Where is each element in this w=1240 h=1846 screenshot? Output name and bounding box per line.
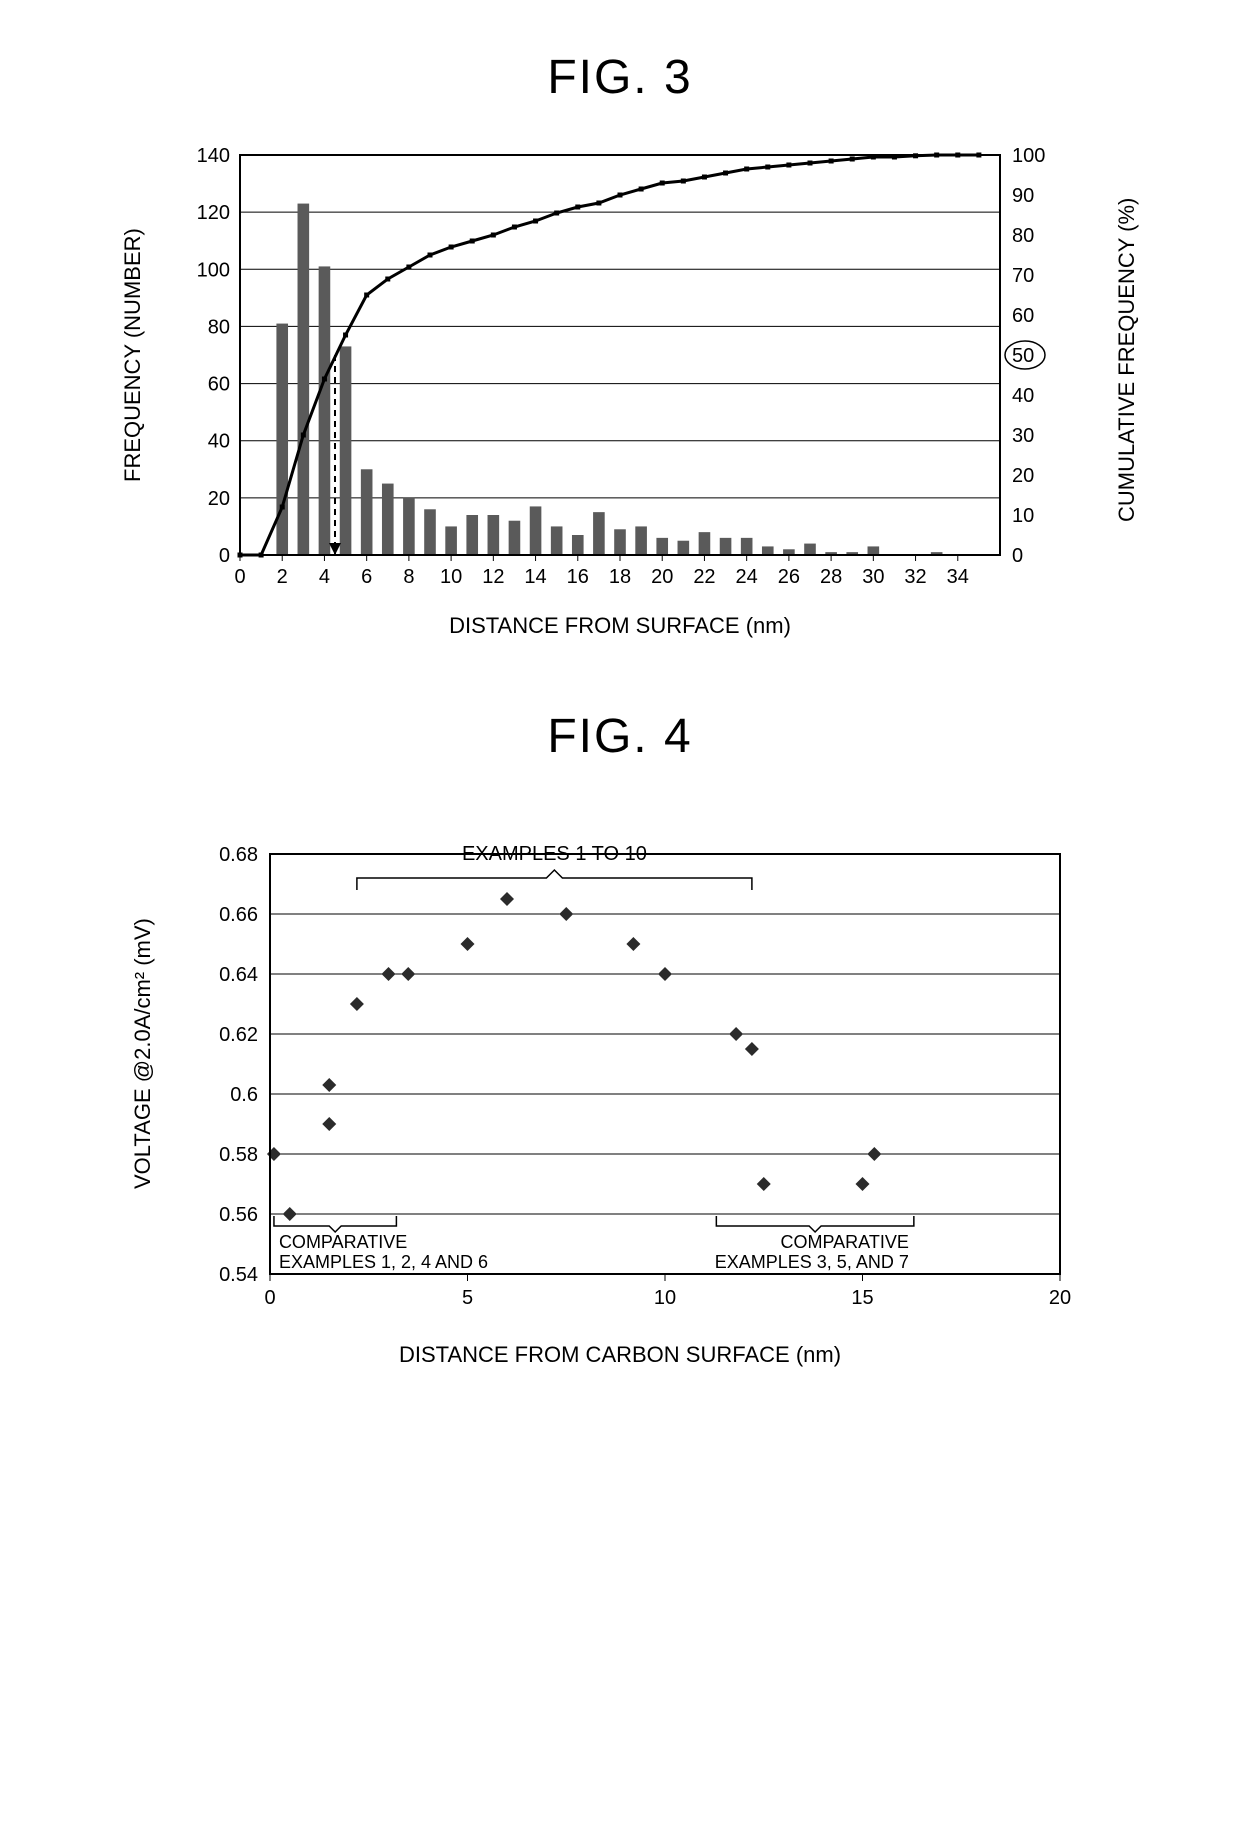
fig3-yr-label: CUMULATIVE FREQUENCY (%) (1114, 195, 1140, 525)
svg-text:30: 30 (862, 566, 884, 588)
svg-text:COMPARATIVE: COMPARATIVE (780, 1232, 908, 1252)
svg-text:100: 100 (197, 259, 230, 281)
fig4-chart: VOLTAGE @2.0A/cm² (mV) 0.540.560.580.60.… (130, 794, 1110, 1368)
svg-text:20: 20 (208, 488, 230, 510)
fig3-svg: 0204060801001201400102030405060708090100… (130, 135, 1110, 605)
svg-text:40: 40 (1012, 385, 1034, 407)
svg-text:10: 10 (1012, 505, 1034, 527)
svg-text:0.6: 0.6 (230, 1084, 258, 1106)
svg-text:EXAMPLES 1, 2, 4 AND 6: EXAMPLES 1, 2, 4 AND 6 (279, 1252, 488, 1272)
svg-text:COMPARATIVE: COMPARATIVE (279, 1232, 407, 1252)
svg-text:80: 80 (208, 316, 230, 338)
svg-text:4: 4 (319, 566, 330, 588)
svg-text:14: 14 (524, 566, 546, 588)
svg-text:120: 120 (197, 202, 230, 224)
svg-text:12: 12 (482, 566, 504, 588)
svg-text:34: 34 (947, 566, 969, 588)
svg-text:60: 60 (1012, 305, 1034, 327)
svg-text:0: 0 (219, 545, 230, 567)
svg-text:70: 70 (1012, 265, 1034, 287)
svg-text:80: 80 (1012, 225, 1034, 247)
svg-text:32: 32 (904, 566, 926, 588)
svg-text:10: 10 (654, 1287, 676, 1309)
svg-text:0.62: 0.62 (219, 1024, 258, 1046)
svg-text:20: 20 (1012, 465, 1034, 487)
svg-text:40: 40 (208, 431, 230, 453)
svg-text:0.54: 0.54 (219, 1264, 258, 1286)
svg-text:0: 0 (234, 566, 245, 588)
svg-text:90: 90 (1012, 185, 1034, 207)
svg-text:50: 50 (1012, 345, 1034, 367)
svg-text:100: 100 (1012, 145, 1045, 167)
svg-text:22: 22 (693, 566, 715, 588)
svg-text:5: 5 (462, 1287, 473, 1309)
svg-text:28: 28 (820, 566, 842, 588)
svg-text:2: 2 (277, 566, 288, 588)
svg-text:140: 140 (197, 145, 230, 167)
svg-text:0: 0 (264, 1287, 275, 1309)
svg-text:6: 6 (361, 566, 372, 588)
fig4-y-label: VOLTAGE @2.0A/cm² (mV) (130, 894, 156, 1214)
svg-text:15: 15 (851, 1287, 873, 1309)
fig4-x-label: DISTANCE FROM CARBON SURFACE (nm) (130, 1342, 1110, 1368)
svg-text:24: 24 (736, 566, 758, 588)
svg-text:16: 16 (567, 566, 589, 588)
svg-text:30: 30 (1012, 425, 1034, 447)
svg-text:8: 8 (403, 566, 414, 588)
svg-text:0.64: 0.64 (219, 964, 258, 986)
fig3-x-label: DISTANCE FROM SURFACE (nm) (130, 613, 1110, 639)
svg-text:0.68: 0.68 (219, 844, 258, 866)
svg-text:EXAMPLES 3, 5, AND 7: EXAMPLES 3, 5, AND 7 (715, 1252, 909, 1272)
svg-text:0.56: 0.56 (219, 1204, 258, 1226)
fig4-title: FIG. 4 (60, 709, 1180, 764)
svg-text:20: 20 (651, 566, 673, 588)
fig3-chart: FREQUENCY (NUMBER) CUMULATIVE FREQUENCY … (130, 135, 1110, 639)
svg-text:20: 20 (1049, 1287, 1071, 1309)
svg-text:26: 26 (778, 566, 800, 588)
svg-text:0.58: 0.58 (219, 1144, 258, 1166)
svg-text:10: 10 (440, 566, 462, 588)
svg-text:0.66: 0.66 (219, 904, 258, 926)
fig4-svg: 0.54 0.56 0.58 0.6 0.62 0.64 0.66 0.68 0 5 10 15 20 E… (130, 794, 1110, 1334)
fig3-yl-label: FREQUENCY (NUMBER) (120, 215, 146, 495)
svg-text:0: 0 (1012, 545, 1023, 567)
fig3-title: FIG. 3 (60, 50, 1180, 105)
svg-text:60: 60 (208, 374, 230, 396)
svg-text:18: 18 (609, 566, 631, 588)
